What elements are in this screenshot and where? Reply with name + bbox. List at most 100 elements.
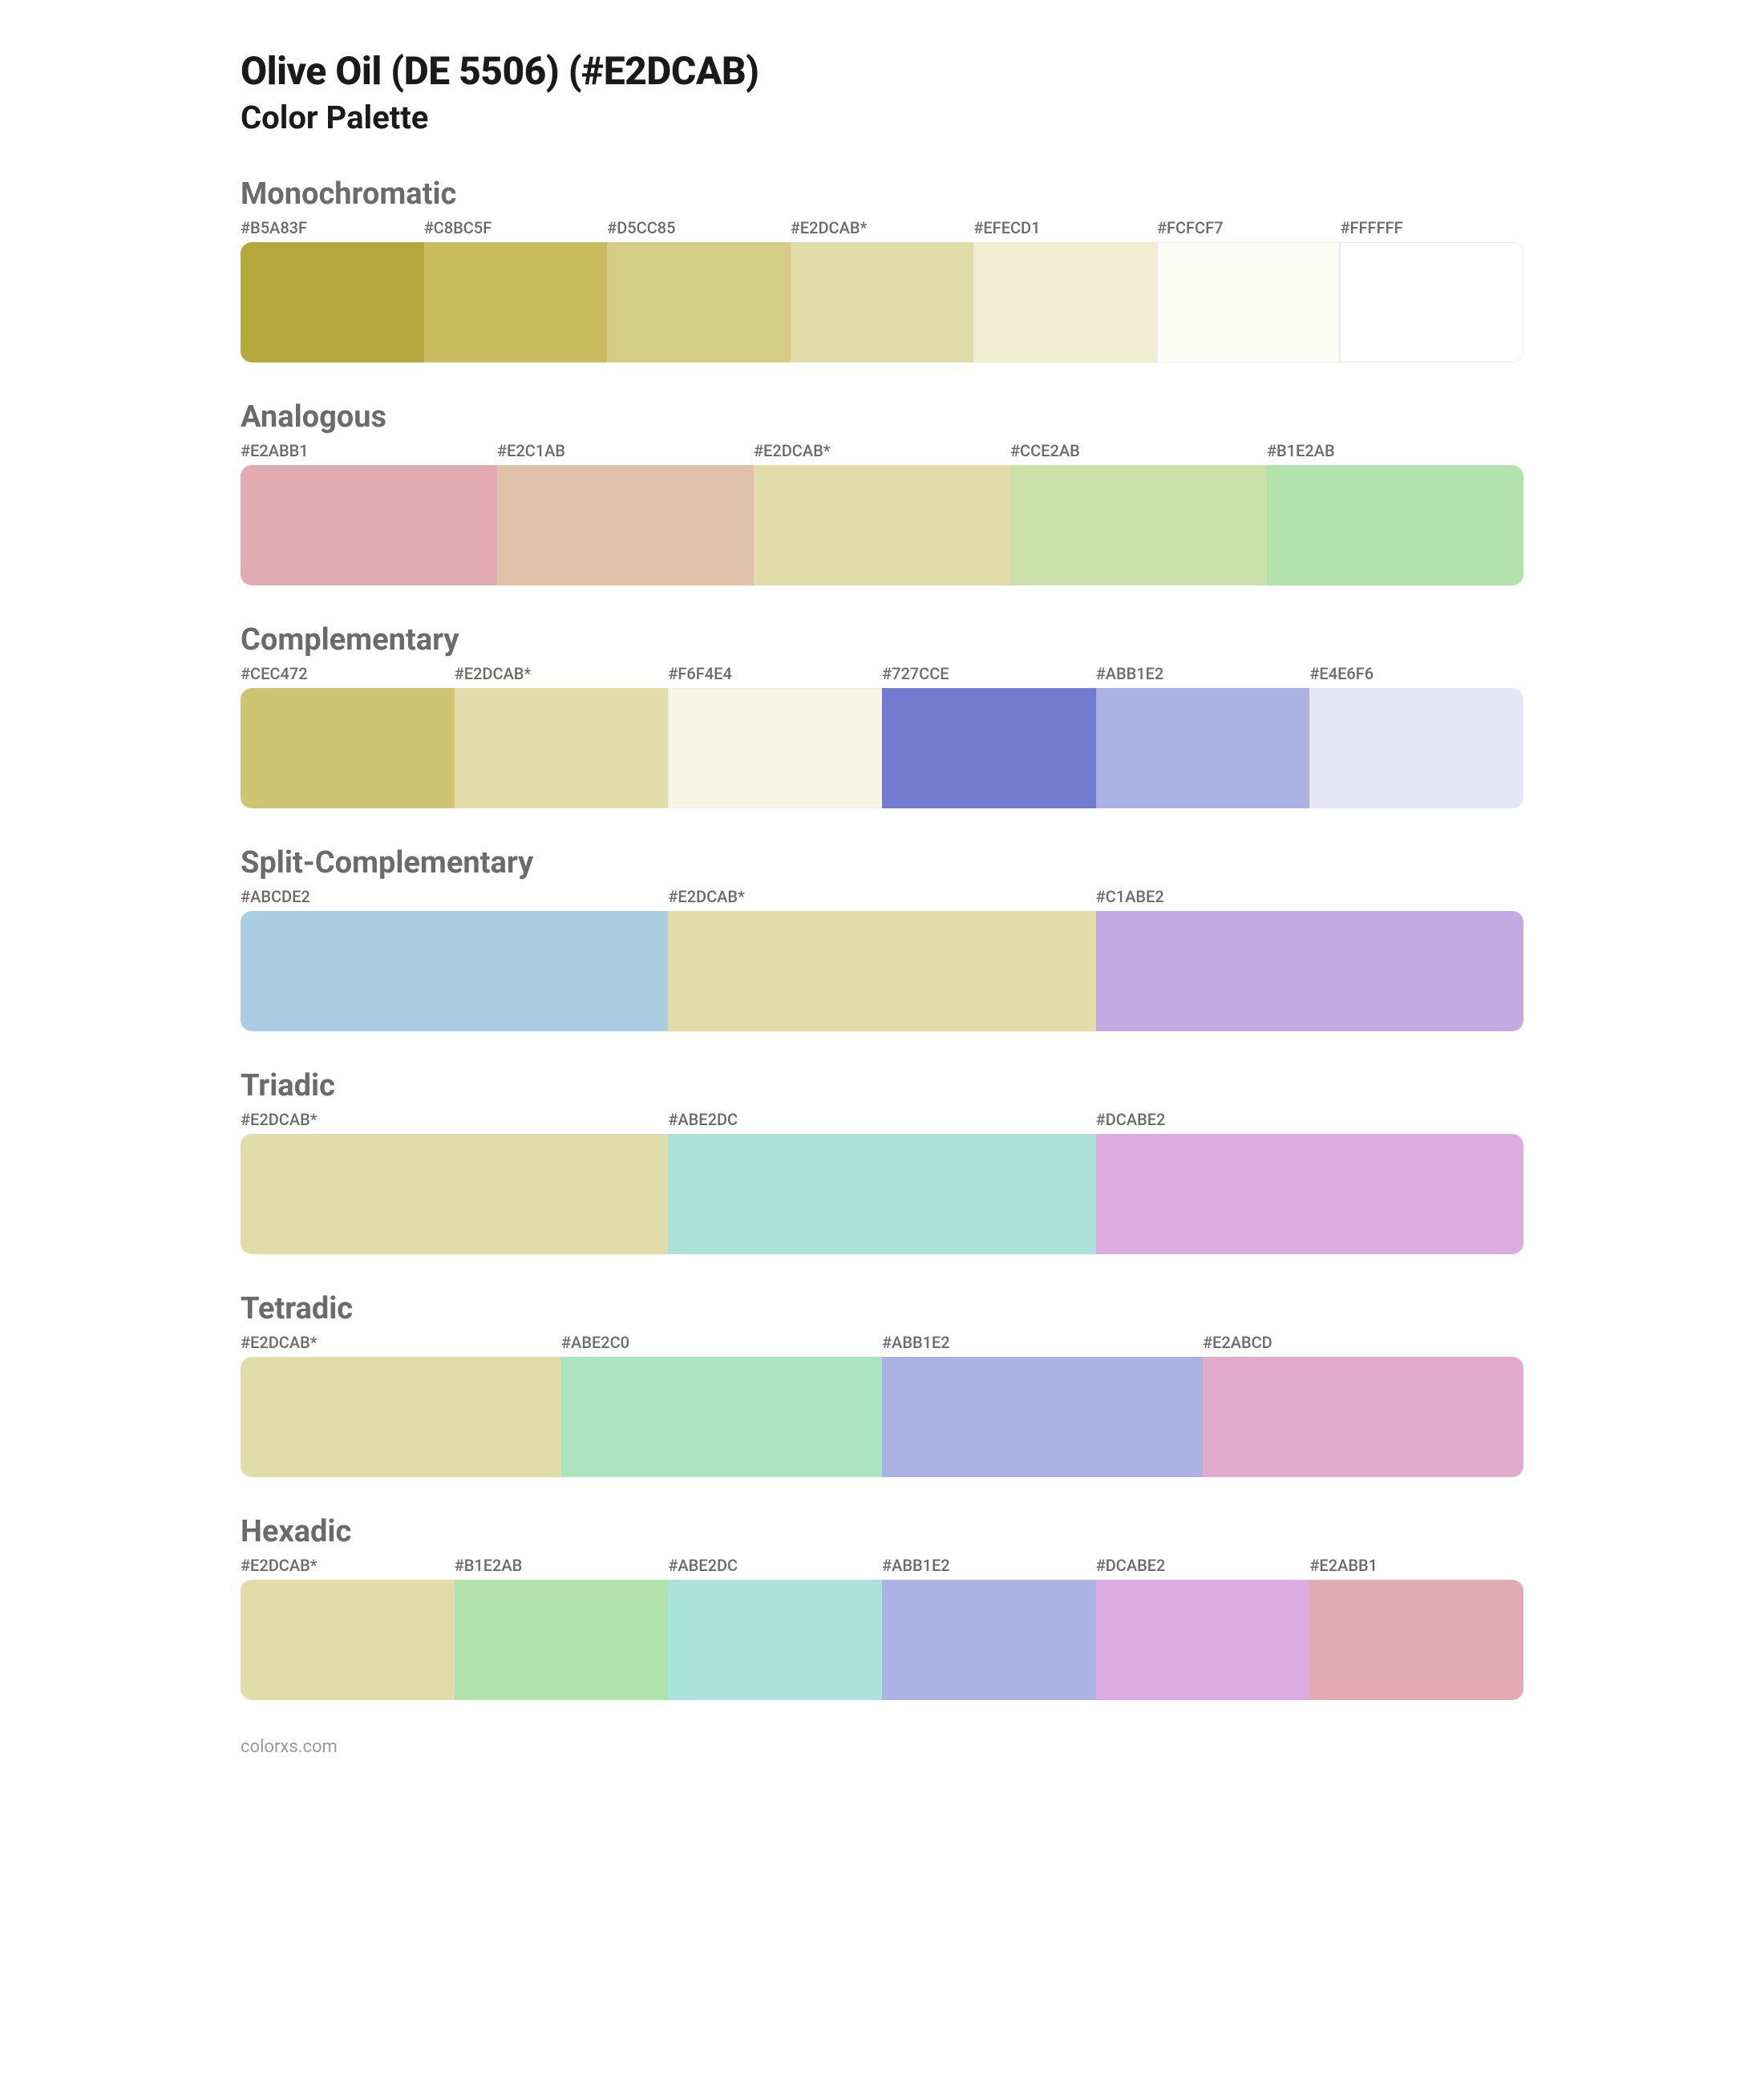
section-title: Monochromatic [241, 176, 1523, 212]
swatch-box [241, 688, 455, 808]
swatch-box [882, 688, 1096, 808]
swatch-label: #E2ABB1 [241, 441, 497, 460]
swatch: #CCE2AB [1010, 441, 1267, 585]
swatch-label: #DCABE2 [1096, 1556, 1310, 1575]
section-title: Complementary [241, 622, 1523, 658]
swatch: #727CCE [882, 664, 1096, 808]
swatch: #E2DCAB* [241, 1556, 455, 1700]
swatch-label: #ABB1E2 [882, 1333, 1203, 1352]
swatch-row: #E2DCAB*#ABE2DC#DCABE2 [241, 1110, 1523, 1254]
swatch: #ABB1E2 [882, 1556, 1096, 1700]
swatch: #B1E2AB [1267, 441, 1523, 585]
swatch-label: #E2DCAB* [754, 441, 1010, 460]
swatch: #ABE2DC [668, 1556, 882, 1700]
swatch: #ABB1E2 [882, 1333, 1203, 1477]
section-title: Split-Complementary [241, 845, 1523, 881]
swatch-box [668, 688, 882, 808]
section-title: Tetradic [241, 1291, 1523, 1326]
swatch-label: #C8BC5F [424, 218, 608, 237]
swatch: #C1ABE2 [1096, 887, 1523, 1031]
swatch-box [1309, 1580, 1523, 1700]
swatch-box [455, 688, 669, 808]
palette-section: Analogous#E2ABB1#E2C1AB#E2DCAB*#CCE2AB#B… [241, 399, 1523, 585]
swatch: #E2DCAB* [241, 1333, 561, 1477]
swatch-label: #ABCDE2 [241, 887, 668, 906]
swatch-label: #DCABE2 [1096, 1110, 1523, 1129]
swatch: #ABCDE2 [241, 887, 668, 1031]
swatch-box [882, 1580, 1096, 1700]
swatch-label: #C1ABE2 [1096, 887, 1523, 906]
swatch-box [424, 242, 608, 362]
swatch-box [1340, 242, 1523, 362]
swatch-label: #E2ABCD [1203, 1333, 1523, 1352]
swatch: #E2C1AB [497, 441, 754, 585]
swatch-box [668, 1134, 1095, 1254]
page-subtitle: Color Palette [241, 99, 1523, 136]
palette-section: Monochromatic #B5A83F#C8BC5F#D5CC85#E2DCA… [241, 176, 1523, 362]
swatch-row: #E2ABB1#E2C1AB#E2DCAB*#CCE2AB#B1E2AB [241, 441, 1523, 585]
swatch: #ABB1E2 [1096, 664, 1310, 808]
swatch-box [973, 242, 1157, 362]
swatch: #B5A83F [241, 218, 424, 362]
swatch: #EFECD1 [973, 218, 1157, 362]
swatch-label: #E2DCAB* [241, 1333, 561, 1352]
swatch-row: #E2DCAB*#ABE2C0#ABB1E2#E2ABCD [241, 1333, 1523, 1477]
swatch-box [561, 1357, 882, 1477]
palette-section: Complementary #CEC472#E2DCAB*#F6F4E4#727C… [241, 622, 1523, 808]
swatch-label: #E2DCAB* [241, 1110, 668, 1129]
swatch-box [241, 911, 668, 1031]
swatch: #E2DCAB* [791, 218, 974, 362]
swatch-box [668, 911, 1095, 1031]
swatch-box [1096, 1580, 1310, 1700]
swatch-box [241, 1134, 668, 1254]
footer-text: colorxs.com [241, 1737, 1523, 1757]
swatch-label: #D5CC85 [607, 218, 791, 237]
swatch-label: #CCE2AB [1010, 441, 1267, 460]
swatch-box [241, 1580, 455, 1700]
swatch-box [607, 242, 791, 362]
swatch-label: #E4E6F6 [1309, 664, 1523, 683]
swatch-row: #B5A83F#C8BC5F#D5CC85#E2DCAB*#EFECD1#FCF… [241, 218, 1523, 362]
swatch: #FFFFFF [1340, 218, 1523, 362]
swatch-label: #F6F4E4 [668, 664, 882, 683]
swatch-label: #FFFFFF [1340, 218, 1523, 237]
swatch-box [241, 465, 497, 585]
swatch-label: #B1E2AB [1267, 441, 1523, 460]
swatch-box [1096, 911, 1523, 1031]
section-title: Triadic [241, 1068, 1523, 1103]
swatch: #CEC472 [241, 664, 455, 808]
swatch: #C8BC5F [424, 218, 608, 362]
swatch-label: #B5A83F [241, 218, 424, 237]
swatch-label: #727CCE [882, 664, 1096, 683]
swatch-box [1010, 465, 1267, 585]
swatch: #E2DCAB* [754, 441, 1010, 585]
swatch-box [1309, 688, 1523, 808]
swatch: #E2ABB1 [241, 441, 497, 585]
swatch-label: #FCFCF7 [1157, 218, 1341, 237]
swatch-box [668, 1580, 882, 1700]
swatch: #FCFCF7 [1157, 218, 1341, 362]
swatch-label: #ABB1E2 [1096, 664, 1310, 683]
section-title: Hexadic [241, 1514, 1523, 1549]
swatch-label: #CEC472 [241, 664, 455, 683]
swatch: #DCABE2 [1096, 1556, 1310, 1700]
swatch-row: #CEC472#E2DCAB*#F6F4E4#727CCE#ABB1E2#E4E… [241, 664, 1523, 808]
swatch-label: #E2DCAB* [455, 664, 669, 683]
palette-sections: Monochromatic#B5A83F#C8BC5F#D5CC85#E2DCA… [241, 176, 1523, 1700]
swatch: #E4E6F6 [1309, 664, 1523, 808]
page-title: Olive Oil (DE 5506) (#E2DCAB) [241, 48, 1523, 94]
swatch-label: #ABE2C0 [561, 1333, 882, 1352]
swatch: #B1E2AB [455, 1556, 669, 1700]
swatch: #E2DCAB* [241, 1110, 668, 1254]
swatch-label: #ABB1E2 [882, 1556, 1096, 1575]
swatch-label: #EFECD1 [973, 218, 1157, 237]
swatch-box [241, 1357, 561, 1477]
swatch-box [241, 242, 424, 362]
swatch-label: #E2C1AB [497, 441, 754, 460]
palette-section: Split-Complementary#ABCDE2#E2DCAB*#C1ABE… [241, 845, 1523, 1031]
swatch-label: #B1E2AB [455, 1556, 669, 1575]
swatch: #E2ABB1 [1309, 1556, 1523, 1700]
swatch-box [1096, 688, 1310, 808]
swatch-box [1203, 1357, 1523, 1477]
palette-section: Hexadic #E2DCAB*#B1E2AB#ABE2DC#ABB1E2#DCA… [241, 1514, 1523, 1700]
